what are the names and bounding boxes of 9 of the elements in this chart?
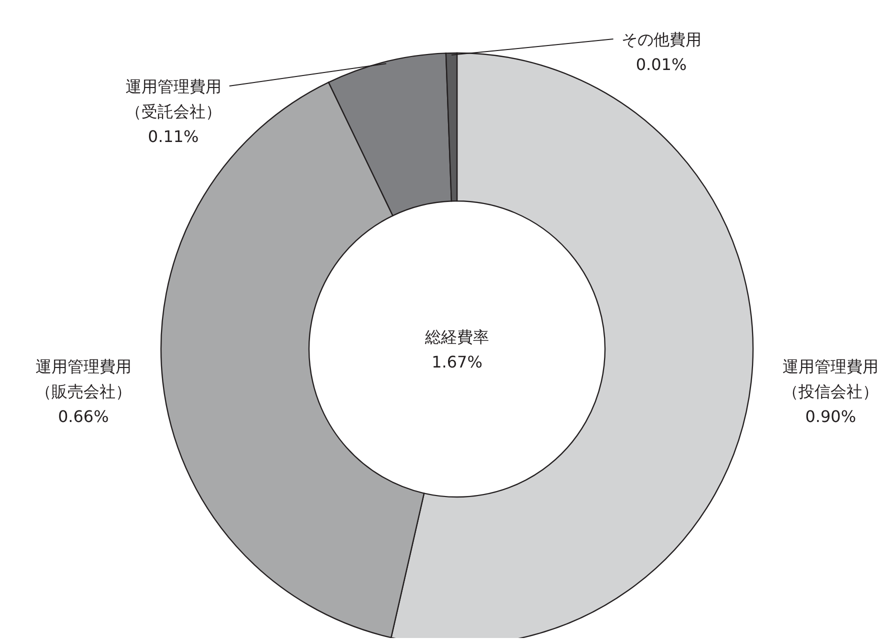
slice-label: 運用管理費用（受託会社） [125, 76, 222, 121]
slice-label: 運用管理費用（販売会社） [35, 357, 132, 402]
data-label: 0.01% [636, 55, 687, 74]
slice-label: その他費用 [621, 30, 702, 50]
data-label: 0.90% [805, 407, 856, 426]
data-label: 0.11% [148, 126, 199, 146]
text: 総経費率 1.67% [424, 328, 489, 372]
data-label: 0.66% [58, 407, 109, 426]
slice-label: 運用管理費用（投信会社） [782, 357, 879, 402]
